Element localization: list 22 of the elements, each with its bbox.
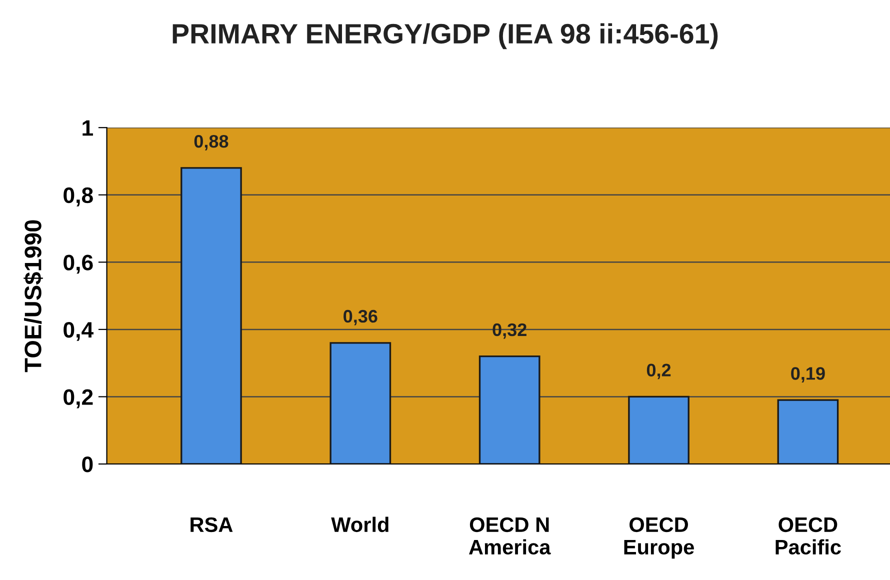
y-tick-label: 0,8: [64, 187, 93, 206]
y-tick-label: 0: [82, 456, 93, 472]
x-tick-label: OECD N America: [468, 517, 551, 555]
y-axis-title: TOE/US$1990: [24, 220, 43, 372]
bar: [478, 356, 540, 464]
bar: [777, 399, 839, 464]
y-tick-label: 0,4: [64, 322, 94, 341]
bar: [628, 396, 690, 464]
y-tick-label: 0,6: [64, 254, 93, 274]
x-tick-label: OECD Pacific: [776, 517, 841, 555]
y-tick-label: 0,2: [64, 389, 93, 408]
x-tick-label: RSA: [190, 517, 233, 532]
x-tick-label: World: [331, 516, 388, 532]
x-tick-label: OECD Europe: [624, 517, 694, 559]
data-label: 0,2: [646, 364, 671, 380]
y-tick-label: 1: [82, 120, 93, 136]
data-label: 0,36: [344, 310, 378, 326]
bar: [330, 342, 392, 464]
bar: [180, 167, 242, 464]
data-label: 0,19: [791, 367, 825, 382]
chart-title: PRIMARY ENERGY/GDP (IEA 98 ii:456-61): [172, 23, 718, 50]
data-label: 0,88: [194, 134, 228, 150]
